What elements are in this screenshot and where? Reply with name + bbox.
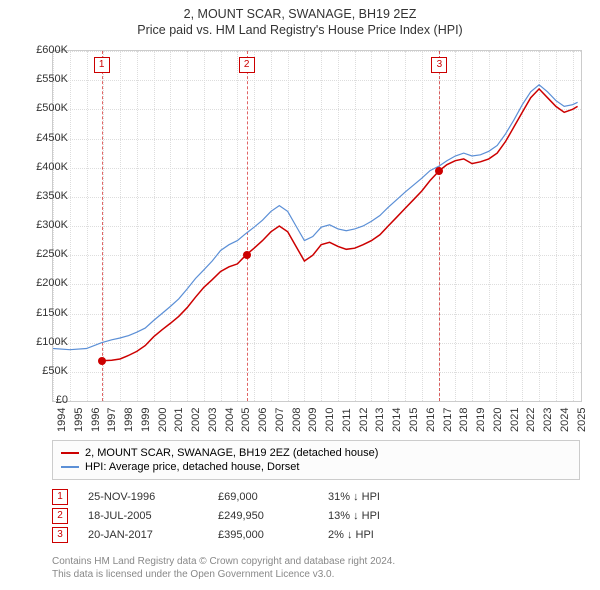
x-tick-label: 2001	[173, 408, 185, 432]
x-tick-label: 1999	[140, 408, 152, 432]
sale-price-2: £249,950	[218, 510, 308, 522]
x-tick-label: 2018	[458, 408, 470, 432]
x-tick-label: 2006	[257, 408, 269, 432]
sale-price-1: £69,000	[218, 491, 308, 503]
x-tick-label: 2004	[224, 408, 236, 432]
x-tick-label: 2005	[240, 408, 252, 432]
legend-item-1: 2, MOUNT SCAR, SWANAGE, BH19 2EZ (detach…	[61, 447, 571, 459]
x-tick-label: 2008	[291, 408, 303, 432]
x-tick-label: 2024	[559, 408, 571, 432]
sale-delta-1: 31% ↓ HPI	[328, 491, 428, 503]
legend-box: 2, MOUNT SCAR, SWANAGE, BH19 2EZ (detach…	[52, 440, 580, 480]
sale-marker-dot-2	[243, 251, 251, 259]
sale-marker-box-3: 3	[431, 57, 447, 73]
x-tick-label: 2002	[190, 408, 202, 432]
legend-label-1: 2, MOUNT SCAR, SWANAGE, BH19 2EZ (detach…	[85, 447, 378, 459]
series-price_paid	[102, 89, 578, 361]
x-tick-label: 2023	[542, 408, 554, 432]
x-tick-label: 2011	[341, 408, 353, 432]
x-tick-label: 1996	[90, 408, 102, 432]
x-tick-label: 2000	[157, 408, 169, 432]
x-tick-label: 2019	[475, 408, 487, 432]
sale-marker-box-2: 2	[239, 57, 255, 73]
sales-row-1: 1 25-NOV-1996 £69,000 31% ↓ HPI	[52, 489, 428, 505]
sale-marker-2-icon: 2	[52, 508, 68, 524]
x-tick-label: 2015	[408, 408, 420, 432]
x-tick-label: 1995	[73, 408, 85, 432]
x-tick-label: 2003	[207, 408, 219, 432]
x-tick-label: 2021	[509, 408, 521, 432]
x-tick-label: 2022	[525, 408, 537, 432]
sale-marker-3-icon: 3	[52, 527, 68, 543]
legend-swatch-1	[61, 452, 79, 454]
sales-row-3: 3 20-JAN-2017 £395,000 2% ↓ HPI	[52, 527, 428, 543]
sale-date-2: 18-JUL-2005	[88, 510, 198, 522]
sales-table: 1 25-NOV-1996 £69,000 31% ↓ HPI 2 18-JUL…	[52, 486, 428, 546]
attribution-line-2: This data is licensed under the Open Gov…	[52, 569, 395, 582]
legend-swatch-2	[61, 466, 79, 468]
attribution: Contains HM Land Registry data © Crown c…	[52, 556, 395, 581]
sale-price-3: £395,000	[218, 529, 308, 541]
x-tick-label: 2012	[358, 408, 370, 432]
x-tick-label: 2007	[274, 408, 286, 432]
x-tick-label: 1998	[123, 408, 135, 432]
chart-plot-area: 1 2 3	[52, 50, 582, 402]
sale-marker-dot-1	[98, 357, 106, 365]
x-tick-label: 2017	[442, 408, 454, 432]
x-tick-label: 2014	[391, 408, 403, 432]
sale-marker-dot-3	[435, 167, 443, 175]
x-tick-label: 2010	[324, 408, 336, 432]
title-line-1: 2, MOUNT SCAR, SWANAGE, BH19 2EZ	[0, 6, 600, 22]
sale-date-3: 20-JAN-2017	[88, 529, 198, 541]
x-tick-label: 2016	[425, 408, 437, 432]
sale-marker-1-icon: 1	[52, 489, 68, 505]
x-tick-label: 1997	[106, 408, 118, 432]
attribution-line-1: Contains HM Land Registry data © Crown c…	[52, 556, 395, 569]
series-hpi	[53, 85, 578, 350]
x-tick-label: 2009	[307, 408, 319, 432]
title-block: 2, MOUNT SCAR, SWANAGE, BH19 2EZ Price p…	[0, 0, 600, 39]
x-tick-label: 2020	[492, 408, 504, 432]
title-line-2: Price paid vs. HM Land Registry's House …	[0, 22, 600, 38]
sales-row-2: 2 18-JUL-2005 £249,950 13% ↓ HPI	[52, 508, 428, 524]
sale-date-1: 25-NOV-1996	[88, 491, 198, 503]
chart-container: 2, MOUNT SCAR, SWANAGE, BH19 2EZ Price p…	[0, 0, 600, 590]
legend-label-2: HPI: Average price, detached house, Dors…	[85, 461, 299, 473]
x-tick-label: 2013	[374, 408, 386, 432]
x-tick-label: 2025	[576, 408, 588, 432]
series-svg	[53, 51, 581, 401]
sale-delta-3: 2% ↓ HPI	[328, 529, 428, 541]
legend-item-2: HPI: Average price, detached house, Dors…	[61, 461, 571, 473]
x-tick-label: 1994	[56, 408, 68, 432]
sale-marker-box-1: 1	[94, 57, 110, 73]
sale-delta-2: 13% ↓ HPI	[328, 510, 428, 522]
